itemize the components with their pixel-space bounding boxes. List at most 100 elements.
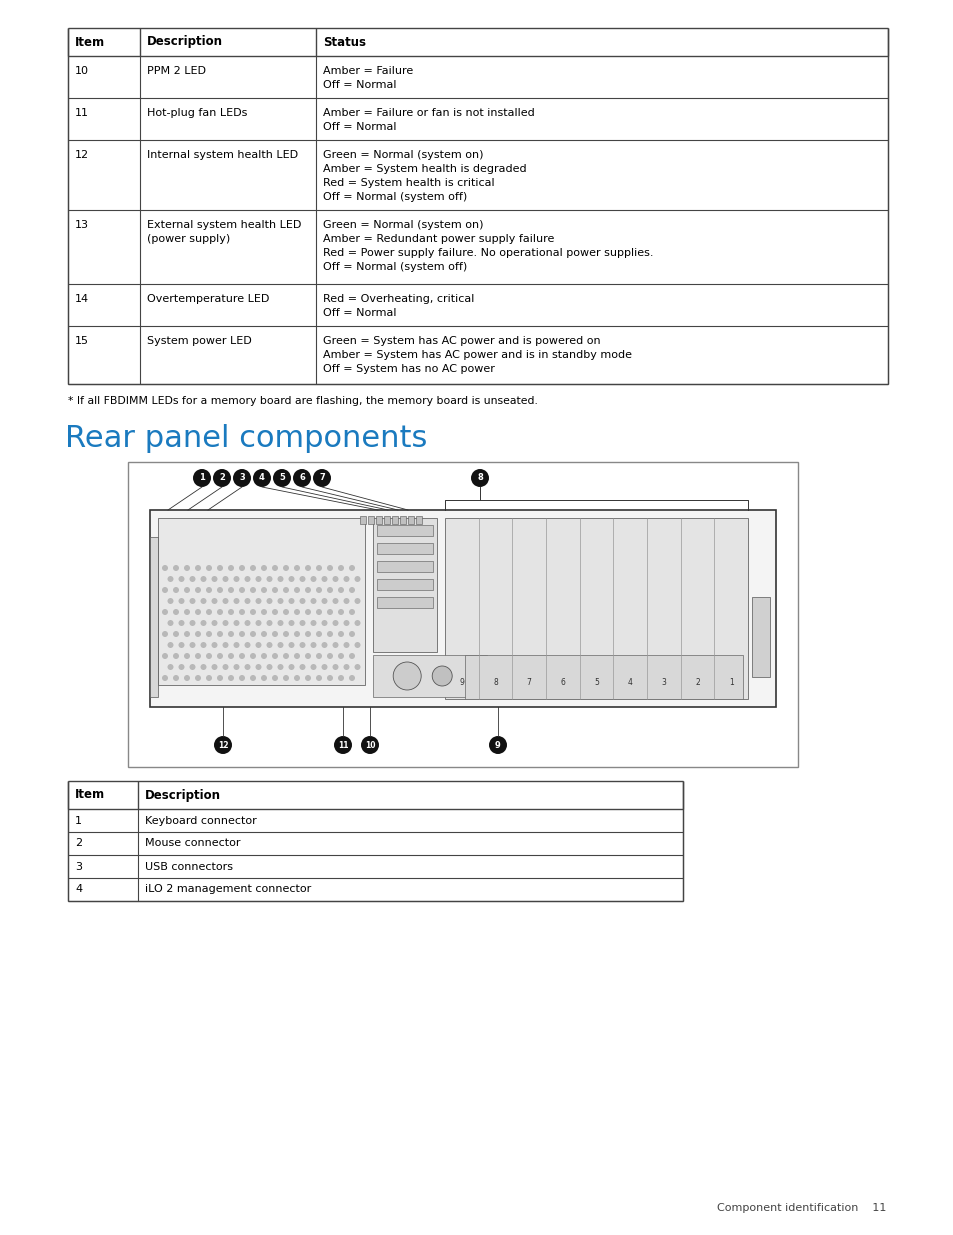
Circle shape [172,676,179,680]
Circle shape [349,564,355,571]
Circle shape [213,469,231,487]
Circle shape [333,576,338,582]
Circle shape [343,620,349,626]
Text: Status: Status [323,36,366,48]
Text: 8: 8 [476,473,482,483]
Circle shape [277,642,283,648]
Circle shape [355,598,360,604]
Circle shape [212,620,217,626]
Circle shape [315,564,322,571]
Circle shape [327,631,333,637]
Text: Off = Normal (system off): Off = Normal (system off) [323,191,467,203]
Circle shape [194,676,201,680]
Circle shape [261,587,267,593]
Circle shape [200,664,206,671]
Circle shape [299,664,305,671]
Circle shape [200,642,206,648]
Circle shape [255,598,261,604]
Circle shape [213,736,232,755]
Text: 3: 3 [75,862,82,872]
Text: System power LED: System power LED [147,336,252,346]
Circle shape [244,642,251,648]
Circle shape [294,676,299,680]
Circle shape [283,631,289,637]
Circle shape [283,653,289,659]
Circle shape [228,631,233,637]
Circle shape [337,676,344,680]
Circle shape [349,676,355,680]
Bar [392,516,397,524]
Circle shape [184,587,190,593]
Text: Hot-plug fan LEDs: Hot-plug fan LEDs [147,107,247,119]
Circle shape [212,642,217,648]
Circle shape [337,653,344,659]
Circle shape [233,576,239,582]
Circle shape [293,469,311,487]
Circle shape [349,587,355,593]
Circle shape [178,620,184,626]
Circle shape [272,609,277,615]
Circle shape [333,598,338,604]
Bar [376,597,433,608]
Text: 2: 2 [219,473,225,483]
Circle shape [294,631,299,637]
Circle shape [250,587,255,593]
Circle shape [168,642,173,648]
Text: 6: 6 [559,678,565,687]
Circle shape [393,662,421,690]
Text: 1: 1 [728,678,733,687]
Circle shape [355,642,360,648]
Text: Green = Normal (system on): Green = Normal (system on) [323,220,483,230]
Circle shape [222,642,229,648]
Text: Green = Normal (system on): Green = Normal (system on) [323,149,483,161]
Text: External system health LED: External system health LED [147,220,301,230]
Text: Description: Description [147,36,223,48]
Circle shape [253,469,271,487]
Text: 13: 13 [75,220,89,230]
Bar [375,516,381,524]
Circle shape [178,576,184,582]
Circle shape [305,676,311,680]
Bar [408,516,414,524]
Text: Amber = Failure or fan is not installed: Amber = Failure or fan is not installed [323,107,535,119]
Circle shape [266,620,273,626]
Circle shape [432,666,452,685]
Circle shape [299,598,305,604]
Circle shape [172,564,179,571]
Circle shape [277,576,283,582]
Text: 12: 12 [217,741,228,750]
Text: Amber = Redundant power supply failure: Amber = Redundant power supply failure [323,233,554,245]
Circle shape [266,642,273,648]
Text: (power supply): (power supply) [147,233,230,245]
Text: 1: 1 [199,473,205,483]
Circle shape [266,664,273,671]
Circle shape [233,469,251,487]
Circle shape [184,676,190,680]
Circle shape [321,620,327,626]
Circle shape [313,469,331,487]
Circle shape [272,653,277,659]
Bar [373,655,486,697]
Circle shape [255,620,261,626]
Circle shape [244,576,251,582]
Circle shape [255,664,261,671]
Circle shape [273,469,291,487]
Circle shape [222,620,229,626]
Circle shape [222,598,229,604]
Circle shape [172,609,179,615]
Bar [373,517,436,652]
Text: 3: 3 [239,473,245,483]
Text: Off = Normal (system off): Off = Normal (system off) [323,262,467,272]
Circle shape [349,653,355,659]
Circle shape [315,653,322,659]
Circle shape [261,609,267,615]
Circle shape [333,642,338,648]
Circle shape [343,576,349,582]
Circle shape [305,564,311,571]
Circle shape [233,620,239,626]
Circle shape [277,664,283,671]
Bar [376,561,433,572]
Circle shape [349,631,355,637]
Circle shape [310,576,316,582]
Circle shape [212,598,217,604]
